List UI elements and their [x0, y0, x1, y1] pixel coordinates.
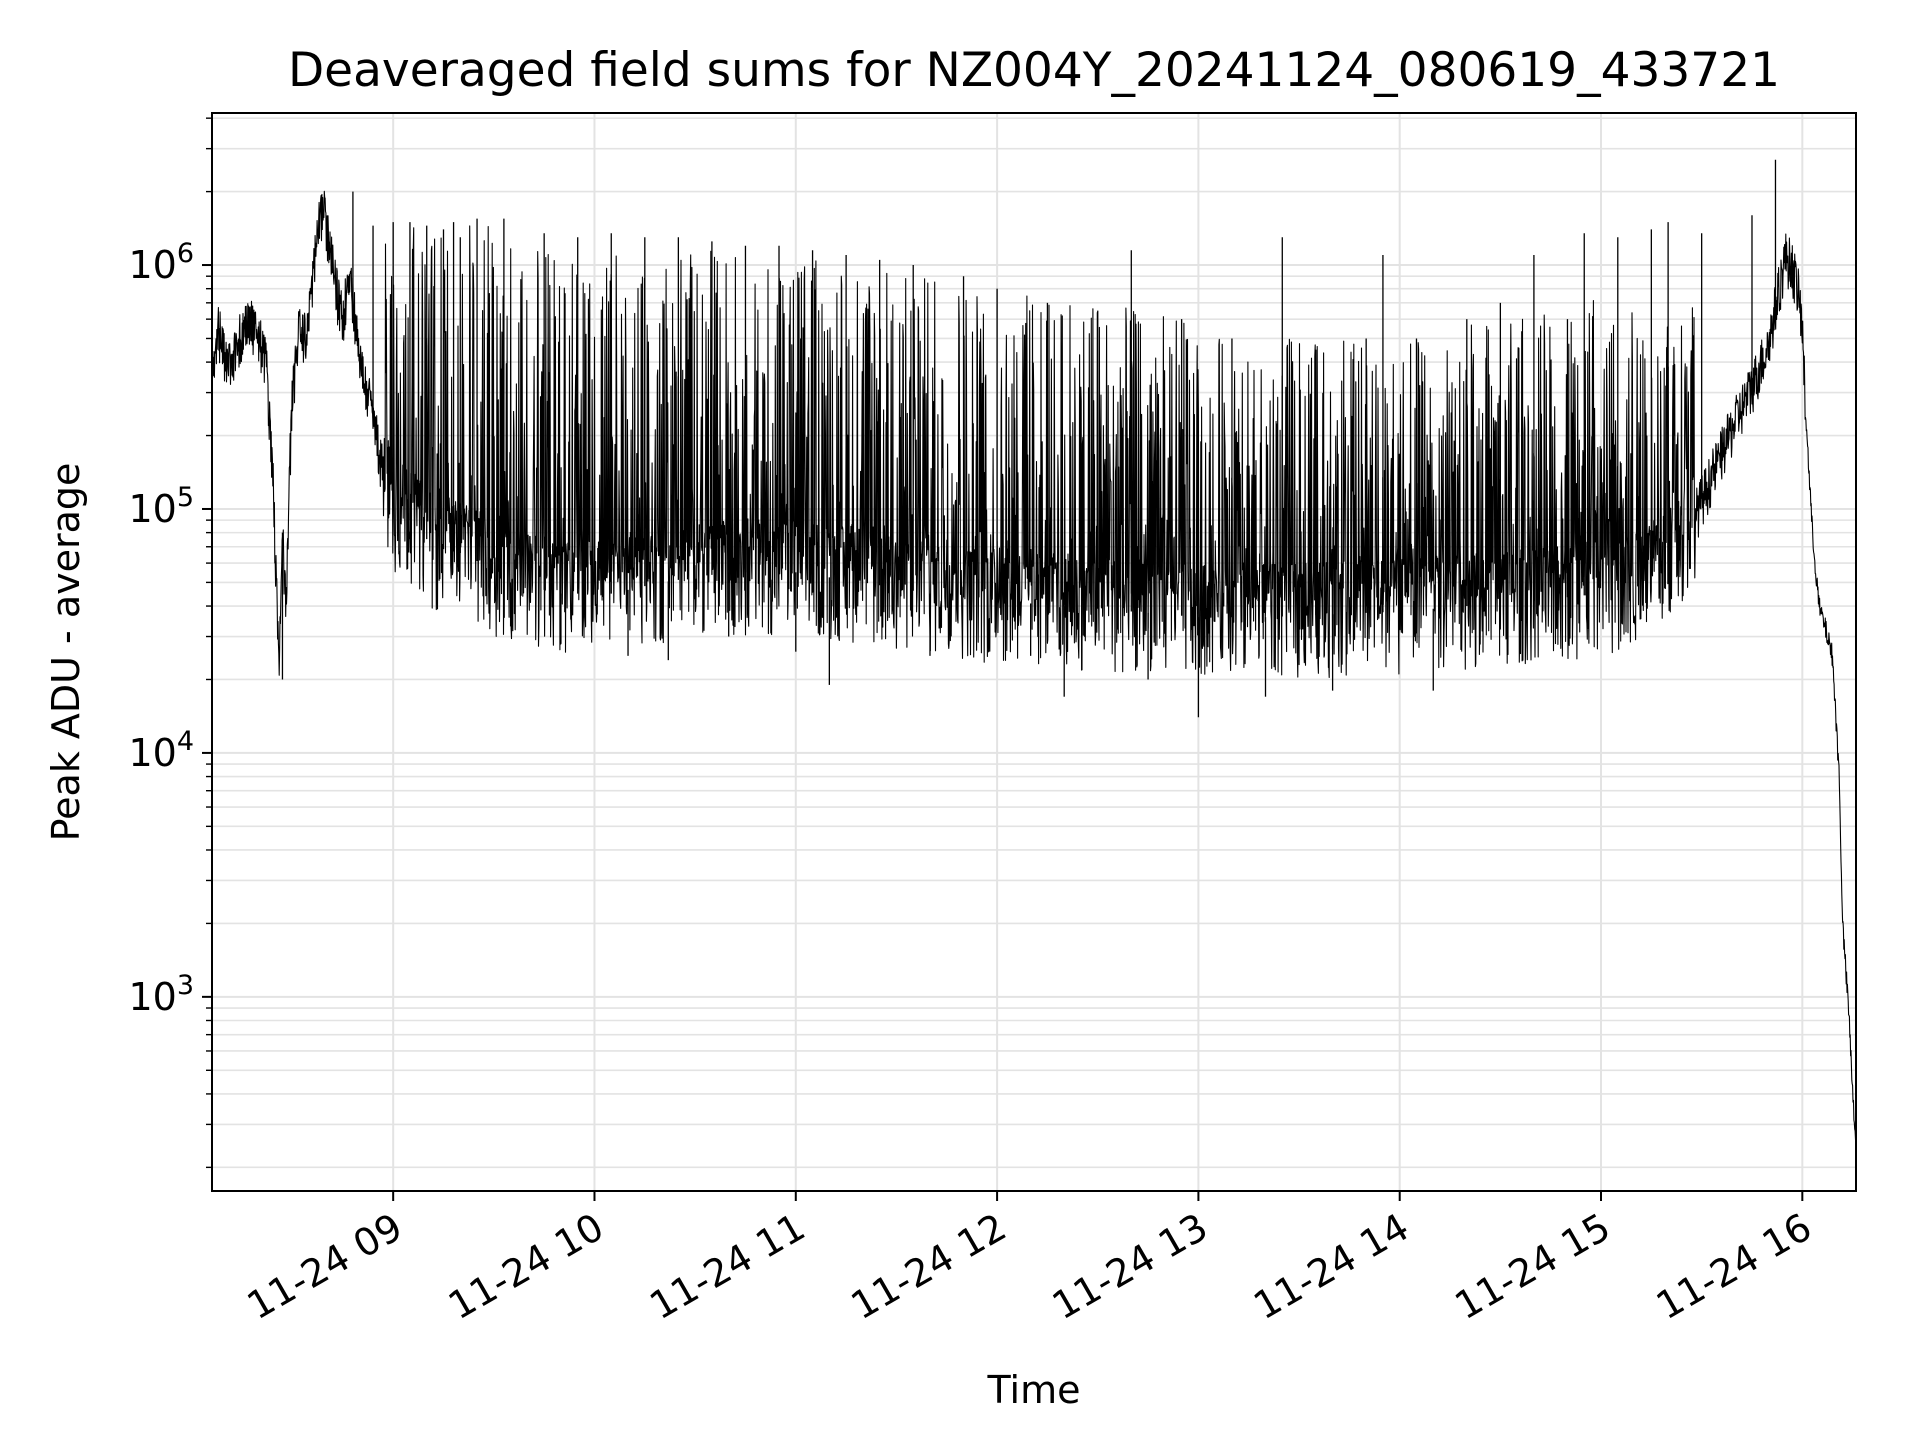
chart-title: Deaveraged field sums for NZ004Y_2024112…	[288, 43, 1780, 98]
y-tick-label: 103	[128, 970, 194, 1019]
y-tick-label: 106	[128, 238, 194, 287]
series-plot	[211, 159, 1857, 1145]
x-axis-label: Time	[987, 1368, 1081, 1412]
y-axis-label: Peak ADU - average	[44, 463, 88, 842]
series-line	[211, 190, 1857, 1145]
y-tick-label: 105	[128, 482, 194, 531]
y-axis: 103 104 105 106	[128, 117, 212, 1169]
plot-frame	[211, 112, 1857, 1192]
y-tick-label: 104	[128, 726, 194, 775]
